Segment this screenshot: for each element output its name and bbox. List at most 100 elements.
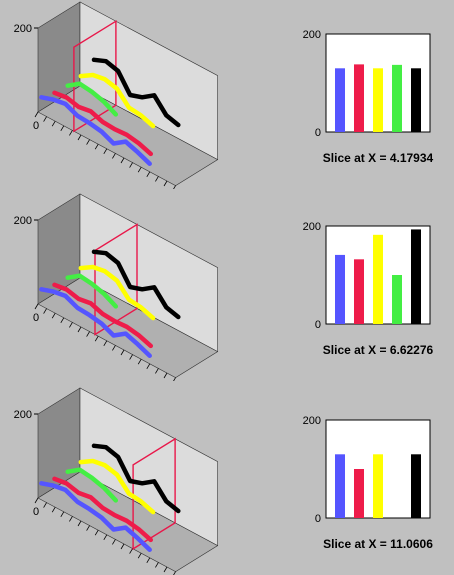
bar xyxy=(373,234,383,324)
x-tick xyxy=(146,171,151,178)
x-tick xyxy=(155,368,159,374)
x-tick xyxy=(112,153,116,159)
x-tick xyxy=(173,185,176,189)
x-tick xyxy=(51,506,56,513)
y-tick-label: 200 xyxy=(303,29,321,41)
x-tick xyxy=(146,363,151,370)
bar xyxy=(392,275,402,324)
slice-panel-svg: 2000152000Slice at X = 4.17934 xyxy=(14,1,434,189)
x-tick xyxy=(173,571,176,575)
x-tick xyxy=(77,520,82,527)
series-line xyxy=(65,273,119,309)
x-tick xyxy=(163,180,168,187)
x-tick xyxy=(163,372,168,379)
x-tick xyxy=(43,116,47,122)
x-tick xyxy=(173,377,176,381)
slice-caption: Slice at X = 6.62276 xyxy=(323,343,434,357)
x-tick xyxy=(103,534,108,541)
y-tick-label: 200 xyxy=(14,409,32,421)
series-line xyxy=(91,57,181,128)
slice-panel-svg: 2000152000Slice at X = 11.0606 xyxy=(14,387,434,575)
x-tick xyxy=(137,358,142,365)
x-tick xyxy=(43,308,47,314)
slice-caption: Slice at X = 4.17934 xyxy=(323,151,434,165)
x-tick xyxy=(120,543,125,550)
bar xyxy=(411,454,421,518)
x-tick-label: 0 xyxy=(33,506,39,518)
x-tick xyxy=(112,345,116,351)
x-tick xyxy=(60,317,65,324)
bar xyxy=(411,229,421,324)
x-tick xyxy=(137,166,142,173)
y-tick-label: 200 xyxy=(303,415,321,427)
series-line xyxy=(65,81,119,117)
x-tick xyxy=(43,502,47,508)
x-tick xyxy=(77,326,82,333)
x-tick xyxy=(120,157,125,164)
slice-panel-2: 2000152000Slice at X = 6.62276 xyxy=(0,192,454,381)
series-line xyxy=(39,287,152,358)
slice-plane xyxy=(132,437,176,551)
y-tick-label: 0 xyxy=(315,513,321,525)
x-tick xyxy=(51,120,56,127)
x-tick xyxy=(60,125,65,132)
x-tick xyxy=(94,335,99,342)
series-line xyxy=(78,458,156,515)
x-tick xyxy=(86,331,90,337)
bar xyxy=(392,64,402,132)
series-line xyxy=(91,443,181,514)
y-tick-label: 200 xyxy=(14,23,32,35)
y-tick-label: 200 xyxy=(303,221,321,233)
line-chart-3d: 200015 xyxy=(14,387,219,575)
x-tick xyxy=(86,139,90,145)
x-tick xyxy=(103,340,108,347)
slice-panel-1: 2000152000Slice at X = 4.17934 xyxy=(0,0,454,189)
bar xyxy=(411,68,421,132)
series-line xyxy=(52,90,154,157)
x-tick xyxy=(34,303,39,310)
x-tick xyxy=(129,354,133,360)
x-tick xyxy=(77,134,82,141)
x-tick xyxy=(69,516,73,522)
bar xyxy=(373,454,383,518)
series-line xyxy=(39,95,152,166)
slice-plane xyxy=(73,19,117,133)
x-tick xyxy=(103,148,108,155)
bar xyxy=(335,454,345,518)
bar xyxy=(354,469,364,518)
x-tick xyxy=(146,557,151,564)
x-tick xyxy=(94,529,99,536)
slice-panel-svg: 2000152000Slice at X = 6.62276 xyxy=(14,193,434,381)
slice-caption: Slice at X = 11.0606 xyxy=(323,537,433,551)
slice-panel-3: 2000152000Slice at X = 11.0606 xyxy=(0,386,454,575)
y-tick-label: 0 xyxy=(315,127,321,139)
x-tick xyxy=(34,111,39,118)
x-tick xyxy=(137,552,142,559)
x-tick xyxy=(34,497,39,504)
x-tick xyxy=(155,176,159,182)
x-tick xyxy=(69,130,73,136)
series-line xyxy=(39,481,152,552)
x-tick xyxy=(112,539,116,545)
y-tick-label: 0 xyxy=(315,319,321,331)
bar xyxy=(354,259,364,324)
y-tick-label: 200 xyxy=(14,215,32,227)
x-tick-label: 0 xyxy=(33,312,39,324)
x-tick xyxy=(51,312,56,319)
slice-plane xyxy=(94,223,138,336)
series-line xyxy=(65,467,119,503)
line-chart-3d: 200015 xyxy=(14,1,219,189)
x-tick-label: 0 xyxy=(33,120,39,132)
x-tick xyxy=(129,548,133,554)
bar xyxy=(354,64,364,132)
x-tick xyxy=(86,525,90,531)
line-chart-3d: 200015 xyxy=(14,193,219,381)
x-tick xyxy=(120,349,125,356)
x-tick xyxy=(129,162,133,168)
bar xyxy=(335,68,345,132)
x-tick xyxy=(69,322,73,328)
x-tick xyxy=(94,143,99,150)
